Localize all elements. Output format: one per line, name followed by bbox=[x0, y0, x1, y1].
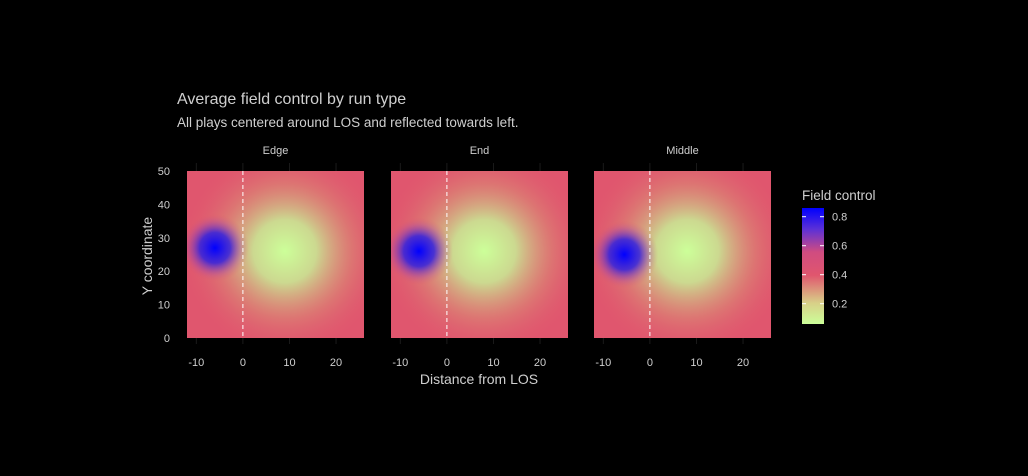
heatmap-high-control-region bbox=[594, 171, 771, 338]
y-tick-label: 10 bbox=[158, 300, 170, 312]
chart-title: Average field control by run type bbox=[177, 91, 406, 108]
panel-middle: Middle -10 0 10 20 bbox=[594, 145, 771, 369]
legend-color-bar bbox=[802, 208, 824, 324]
x-tick-label: 0 bbox=[444, 357, 450, 369]
x-tick-label: 20 bbox=[737, 357, 749, 369]
x-tick-label: 10 bbox=[690, 357, 702, 369]
x-tick-label: -10 bbox=[188, 357, 204, 369]
y-tick-label: 20 bbox=[158, 266, 170, 278]
legend-tick-label: 0.6 bbox=[832, 241, 847, 253]
panel-label: Middle bbox=[666, 145, 698, 157]
x-tick-label: 10 bbox=[487, 357, 499, 369]
y-tick-label: 50 bbox=[158, 166, 170, 178]
x-tick-label: -10 bbox=[595, 357, 611, 369]
y-tick-label: 40 bbox=[158, 199, 170, 211]
legend-title: Field control bbox=[802, 188, 876, 203]
panel-edge: Edge -10 0 10 20 0 10 20 30 40 50 bbox=[158, 145, 364, 369]
legend-tick-label: 0.4 bbox=[832, 270, 847, 282]
x-tick-label: 20 bbox=[534, 357, 546, 369]
x-tick-label: 20 bbox=[330, 357, 342, 369]
x-tick-label: 10 bbox=[283, 357, 295, 369]
legend-tick-label: 0.8 bbox=[832, 212, 847, 224]
y-tick-label: 30 bbox=[158, 233, 170, 245]
y-axis-label: Y coordinate bbox=[139, 217, 155, 296]
chart-subtitle: All plays centered around LOS and reflec… bbox=[177, 115, 518, 130]
x-tick-label: -10 bbox=[392, 357, 408, 369]
heatmap-high-control-region bbox=[391, 171, 568, 338]
panel-end: End -10 0 10 20 bbox=[391, 145, 568, 369]
legend: Field control 0.8 0.6 0.4 0.2 bbox=[802, 188, 876, 324]
heatmap-high-control-region bbox=[187, 171, 364, 338]
panel-label: End bbox=[470, 145, 490, 157]
panel-label: Edge bbox=[263, 145, 289, 157]
x-tick-label: 0 bbox=[647, 357, 653, 369]
x-axis-label: Distance from LOS bbox=[420, 371, 538, 387]
y-tick-label: 0 bbox=[164, 333, 170, 345]
x-tick-label: 0 bbox=[240, 357, 246, 369]
legend-tick-label: 0.2 bbox=[832, 299, 847, 311]
